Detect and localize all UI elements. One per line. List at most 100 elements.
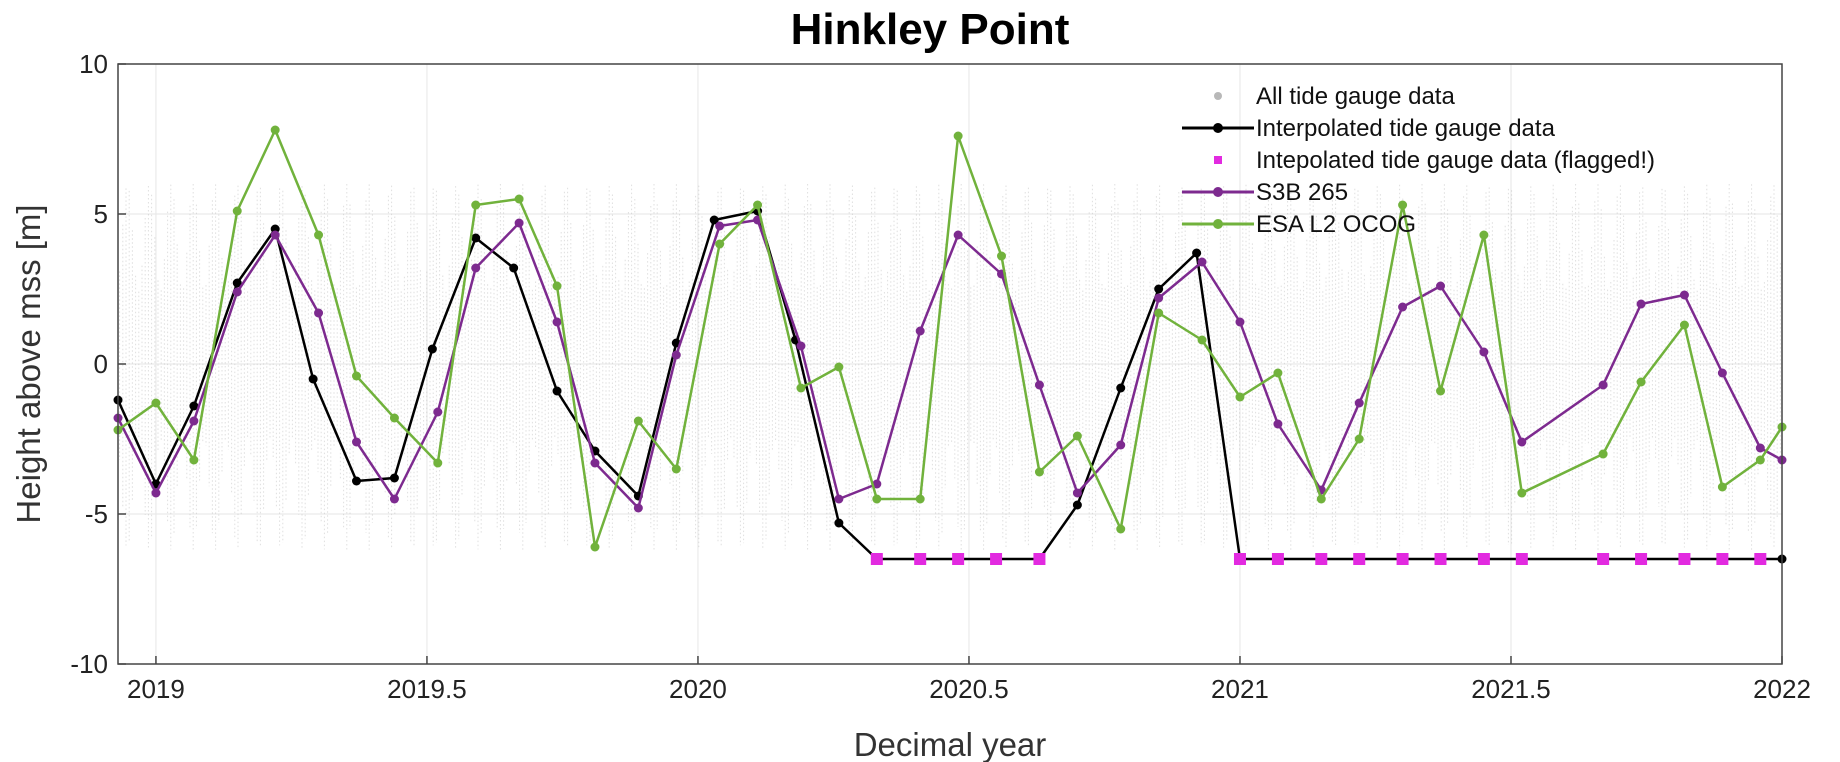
data-point	[514, 218, 524, 228]
data-point	[1034, 380, 1044, 390]
data-point	[232, 287, 242, 297]
x-tick-label: 2021.5	[1471, 674, 1551, 704]
series-2	[113, 215, 1787, 513]
series-line	[117, 128, 1784, 549]
flagged-point	[1315, 553, 1328, 565]
legend-entry-s3b: S3B 265	[1182, 179, 1348, 206]
data-point	[314, 308, 324, 318]
data-point	[796, 341, 806, 351]
legend-marker-flagged	[1214, 156, 1222, 164]
data-point	[1517, 437, 1527, 447]
data-point	[1354, 398, 1364, 408]
legend-entry-all-tide-gauge: All tide gauge data	[1214, 83, 1455, 110]
data-point	[270, 230, 280, 240]
legend-marker-esa	[1213, 219, 1223, 229]
x-tick-label: 2019.5	[387, 674, 467, 704]
data-point	[715, 221, 725, 231]
data-point	[1598, 380, 1608, 390]
data-point	[953, 230, 963, 240]
data-point	[471, 200, 481, 210]
flagged-point	[1271, 553, 1284, 565]
data-point	[872, 494, 882, 504]
data-point	[189, 455, 199, 465]
data-point	[189, 401, 199, 411]
x-tick-label: 2020	[669, 674, 727, 704]
x-tick-label: 2022	[1753, 674, 1811, 704]
legend-label-interpolated: Interpolated tide gauge data	[1256, 115, 1556, 142]
x-axis-label: Decimal year	[854, 726, 1047, 762]
series-line	[116, 218, 1783, 510]
legend-label-esa: ESA L2 OCOG	[1256, 211, 1416, 238]
data-point	[796, 383, 806, 393]
data-point	[1479, 230, 1489, 240]
legend-entry-esa: ESA L2 OCOG	[1182, 211, 1416, 238]
data-point	[552, 281, 562, 291]
flagged-point	[914, 553, 927, 565]
data-point	[1436, 386, 1446, 396]
data-point	[872, 479, 882, 489]
data-point	[834, 494, 844, 504]
series-3	[113, 125, 1787, 552]
data-point	[753, 200, 763, 210]
data-point	[1398, 200, 1408, 210]
background-series-streaks	[119, 184, 1781, 550]
data-point	[1072, 500, 1082, 510]
y-tick-label: -10	[70, 649, 108, 679]
y-tick-label: -5	[85, 499, 108, 529]
data-point	[552, 317, 562, 327]
data-point	[189, 416, 199, 426]
data-point	[1679, 320, 1689, 330]
chart-title: Hinkley Point	[791, 5, 1070, 54]
data-point	[1598, 449, 1608, 459]
data-point	[1354, 434, 1364, 444]
x-tick-label: 2020.5	[929, 674, 1009, 704]
data-point	[1235, 317, 1245, 327]
y-axis-ticks: -10 -5 0 5 10	[70, 49, 126, 679]
legend-marker-s3b	[1213, 187, 1223, 197]
data-point	[1436, 281, 1446, 291]
data-point	[1192, 248, 1202, 258]
data-point	[1273, 419, 1283, 429]
data-point	[351, 437, 361, 447]
data-point	[1755, 455, 1765, 465]
data-point	[389, 473, 399, 483]
data-point	[1072, 431, 1082, 441]
data-point	[514, 194, 524, 204]
series-1	[870, 553, 1767, 565]
y-tick-label: 10	[79, 49, 108, 79]
data-point	[1717, 482, 1727, 492]
flagged-point	[1515, 553, 1528, 565]
x-tick-label: 2021	[1211, 674, 1269, 704]
legend-entry-interpolated: Interpolated tide gauge data	[1182, 115, 1556, 142]
series-layer	[113, 125, 1787, 565]
data-point	[552, 386, 562, 396]
legend: All tide gauge data Interpolated tide ga…	[1182, 83, 1655, 238]
data-point	[1116, 524, 1126, 534]
data-point	[308, 374, 318, 384]
data-point	[671, 350, 681, 360]
data-point	[1517, 488, 1527, 498]
data-point	[232, 206, 242, 216]
data-point	[1235, 392, 1245, 402]
data-point	[1116, 440, 1126, 450]
data-point	[433, 407, 443, 417]
flagged-point	[952, 553, 965, 565]
legend-label-flagged: Intepolated tide gauge data (flagged!)	[1256, 147, 1655, 174]
x-tick-label: 2019	[127, 674, 185, 704]
data-point	[151, 488, 161, 498]
data-point	[633, 503, 643, 513]
legend-marker-all-tide-gauge	[1214, 92, 1222, 100]
all-tide-gauge-data	[119, 184, 1781, 550]
data-point	[389, 413, 399, 423]
data-point	[1197, 335, 1207, 345]
data-point	[471, 263, 481, 273]
legend-label-all-tide-gauge: All tide gauge data	[1256, 83, 1455, 110]
data-point	[389, 494, 399, 504]
data-point	[996, 251, 1006, 261]
data-point	[953, 131, 963, 141]
flagged-point	[870, 553, 883, 565]
flagged-point	[1754, 553, 1767, 565]
data-point	[314, 230, 324, 240]
data-point	[1116, 383, 1126, 393]
